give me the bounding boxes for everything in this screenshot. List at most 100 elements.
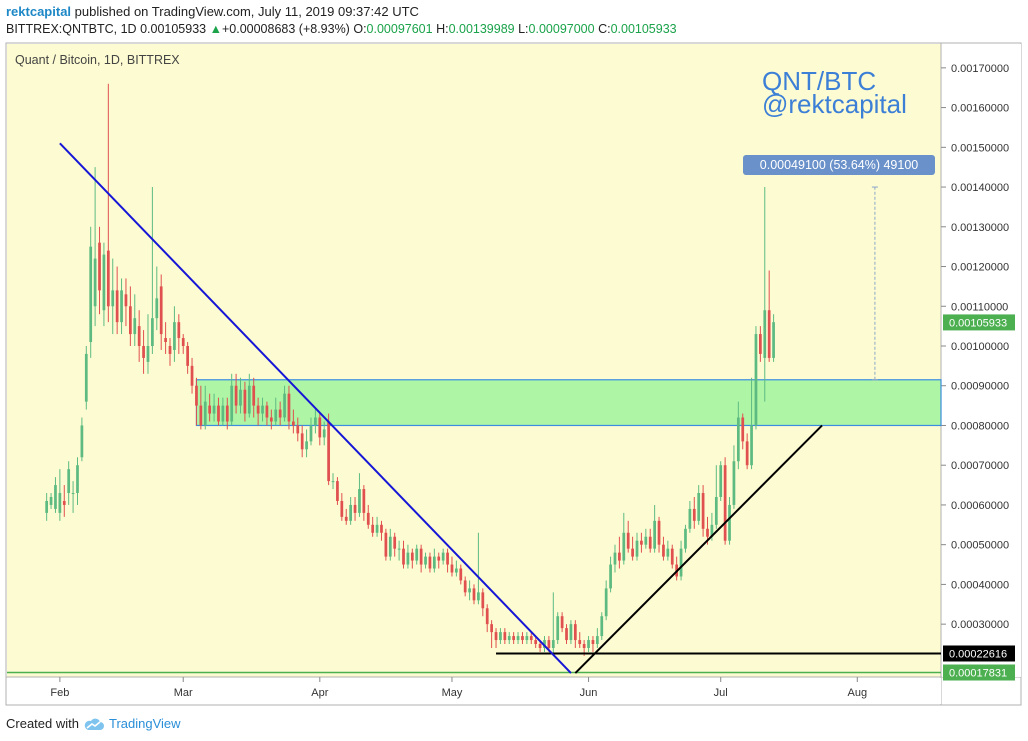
candle-body [393,536,397,549]
candle-body [274,409,278,422]
candle-body [662,544,665,557]
candle-body [595,636,599,645]
candle-body [111,290,115,307]
footer: Created with TradingView [6,716,181,731]
candle-body [265,405,269,418]
candle-body [556,616,560,641]
candle-body [719,465,723,497]
published-text: published on TradingView.com, July 11, 2… [74,4,419,19]
candle-body [45,500,49,513]
price-axis-ticks: 0.00030000 0.00040000 0.00050000 0.00060000… [941,63,1009,631]
candle-body [305,441,308,450]
price-tick-label: 0.00090000 [951,381,1009,393]
candle-body [684,528,687,549]
price-tick-label: 0.00160000 [951,103,1009,115]
candle-body [402,548,405,565]
up-arrow-icon: ▲ [209,22,222,36]
candle-body [692,508,696,521]
low-label: L: [518,22,529,36]
candle-body [261,405,264,414]
high-label: H: [436,22,449,36]
tradingview-link[interactable]: TradingView [108,716,181,731]
downtrend-line [59,142,572,674]
candle-body [397,548,401,550]
candle-body [591,640,595,645]
candle-body [529,636,533,641]
candle-body [375,524,379,533]
candle-body [569,624,573,641]
price-chart[interactable]: 0.00030000 0.00040000 0.00050000 0.00060000… [0,0,1028,714]
candle-body [124,294,128,307]
candle-body [450,564,454,573]
price-tick-label: 0.00140000 [951,182,1009,194]
candle-body [234,385,238,406]
candle-body [653,520,656,549]
low-value: 0.00097000 [528,22,595,36]
candle-body [626,532,630,549]
time-axis[interactable] [7,678,941,704]
candle-body [767,310,771,358]
candle-body [252,385,256,406]
candle-body [521,636,524,641]
candle-body [300,433,304,450]
tradingview-cloud-icon [84,718,104,730]
price-axis[interactable] [942,44,1021,677]
candle-body [283,393,286,418]
candle-body [98,242,101,291]
candle-body [54,485,57,509]
candle-body [327,421,330,482]
candle-body [195,385,198,406]
candle-body [314,417,317,426]
price-range-measure[interactable]: 0.00049100 (53.64%) 49100 [743,155,935,381]
candle-body [710,524,714,537]
candle-body [463,580,467,593]
candle-body [587,640,590,648]
candle-body [560,616,564,629]
candle-body [80,425,84,458]
last-price: 0.00105933 [140,22,207,36]
candle-body [366,512,370,525]
candle-body [477,592,480,601]
support-resistance-zone[interactable] [195,379,942,427]
price-tick-label: 0.00080000 [951,420,1009,432]
candle-body [331,481,335,483]
candle-body [358,489,361,513]
candle-body [362,489,366,513]
open-label: O: [353,22,367,36]
candle-body [336,481,339,501]
candlestick-series [45,83,775,656]
candle-body [102,254,106,311]
candle-body [344,516,348,521]
candle-body [353,504,357,513]
candle-body [155,298,159,319]
price-tick-label: 0.00100000 [951,341,1009,353]
measure-label-box [743,155,935,176]
candle-body [754,334,758,426]
candle-body [455,568,458,573]
candle-body [217,405,220,422]
candle-body [247,385,251,414]
candle-body [759,334,762,354]
candle-body [604,588,608,617]
candle-body [230,385,234,422]
author-link[interactable]: rektcapital [6,4,72,19]
candle-body [349,504,353,521]
candle-body [199,405,203,426]
candle-body [177,322,181,339]
candle-body [309,425,313,442]
candle-body [208,405,212,414]
candle-body [243,389,247,414]
open-value: 0.00097601 [366,22,433,36]
candle-body [525,636,529,641]
candle-body [609,564,612,589]
uptrend-line [574,424,823,674]
trend-lines[interactable] [7,142,941,674]
candle-body [516,636,520,641]
candle-body [600,616,604,637]
candle-body [507,636,511,641]
candle-body [459,568,463,581]
price-tick-label: 0.00070000 [951,460,1009,472]
candle-body [666,548,670,557]
price-label: 0.00105933 [949,317,1007,329]
candle-body [578,640,582,645]
